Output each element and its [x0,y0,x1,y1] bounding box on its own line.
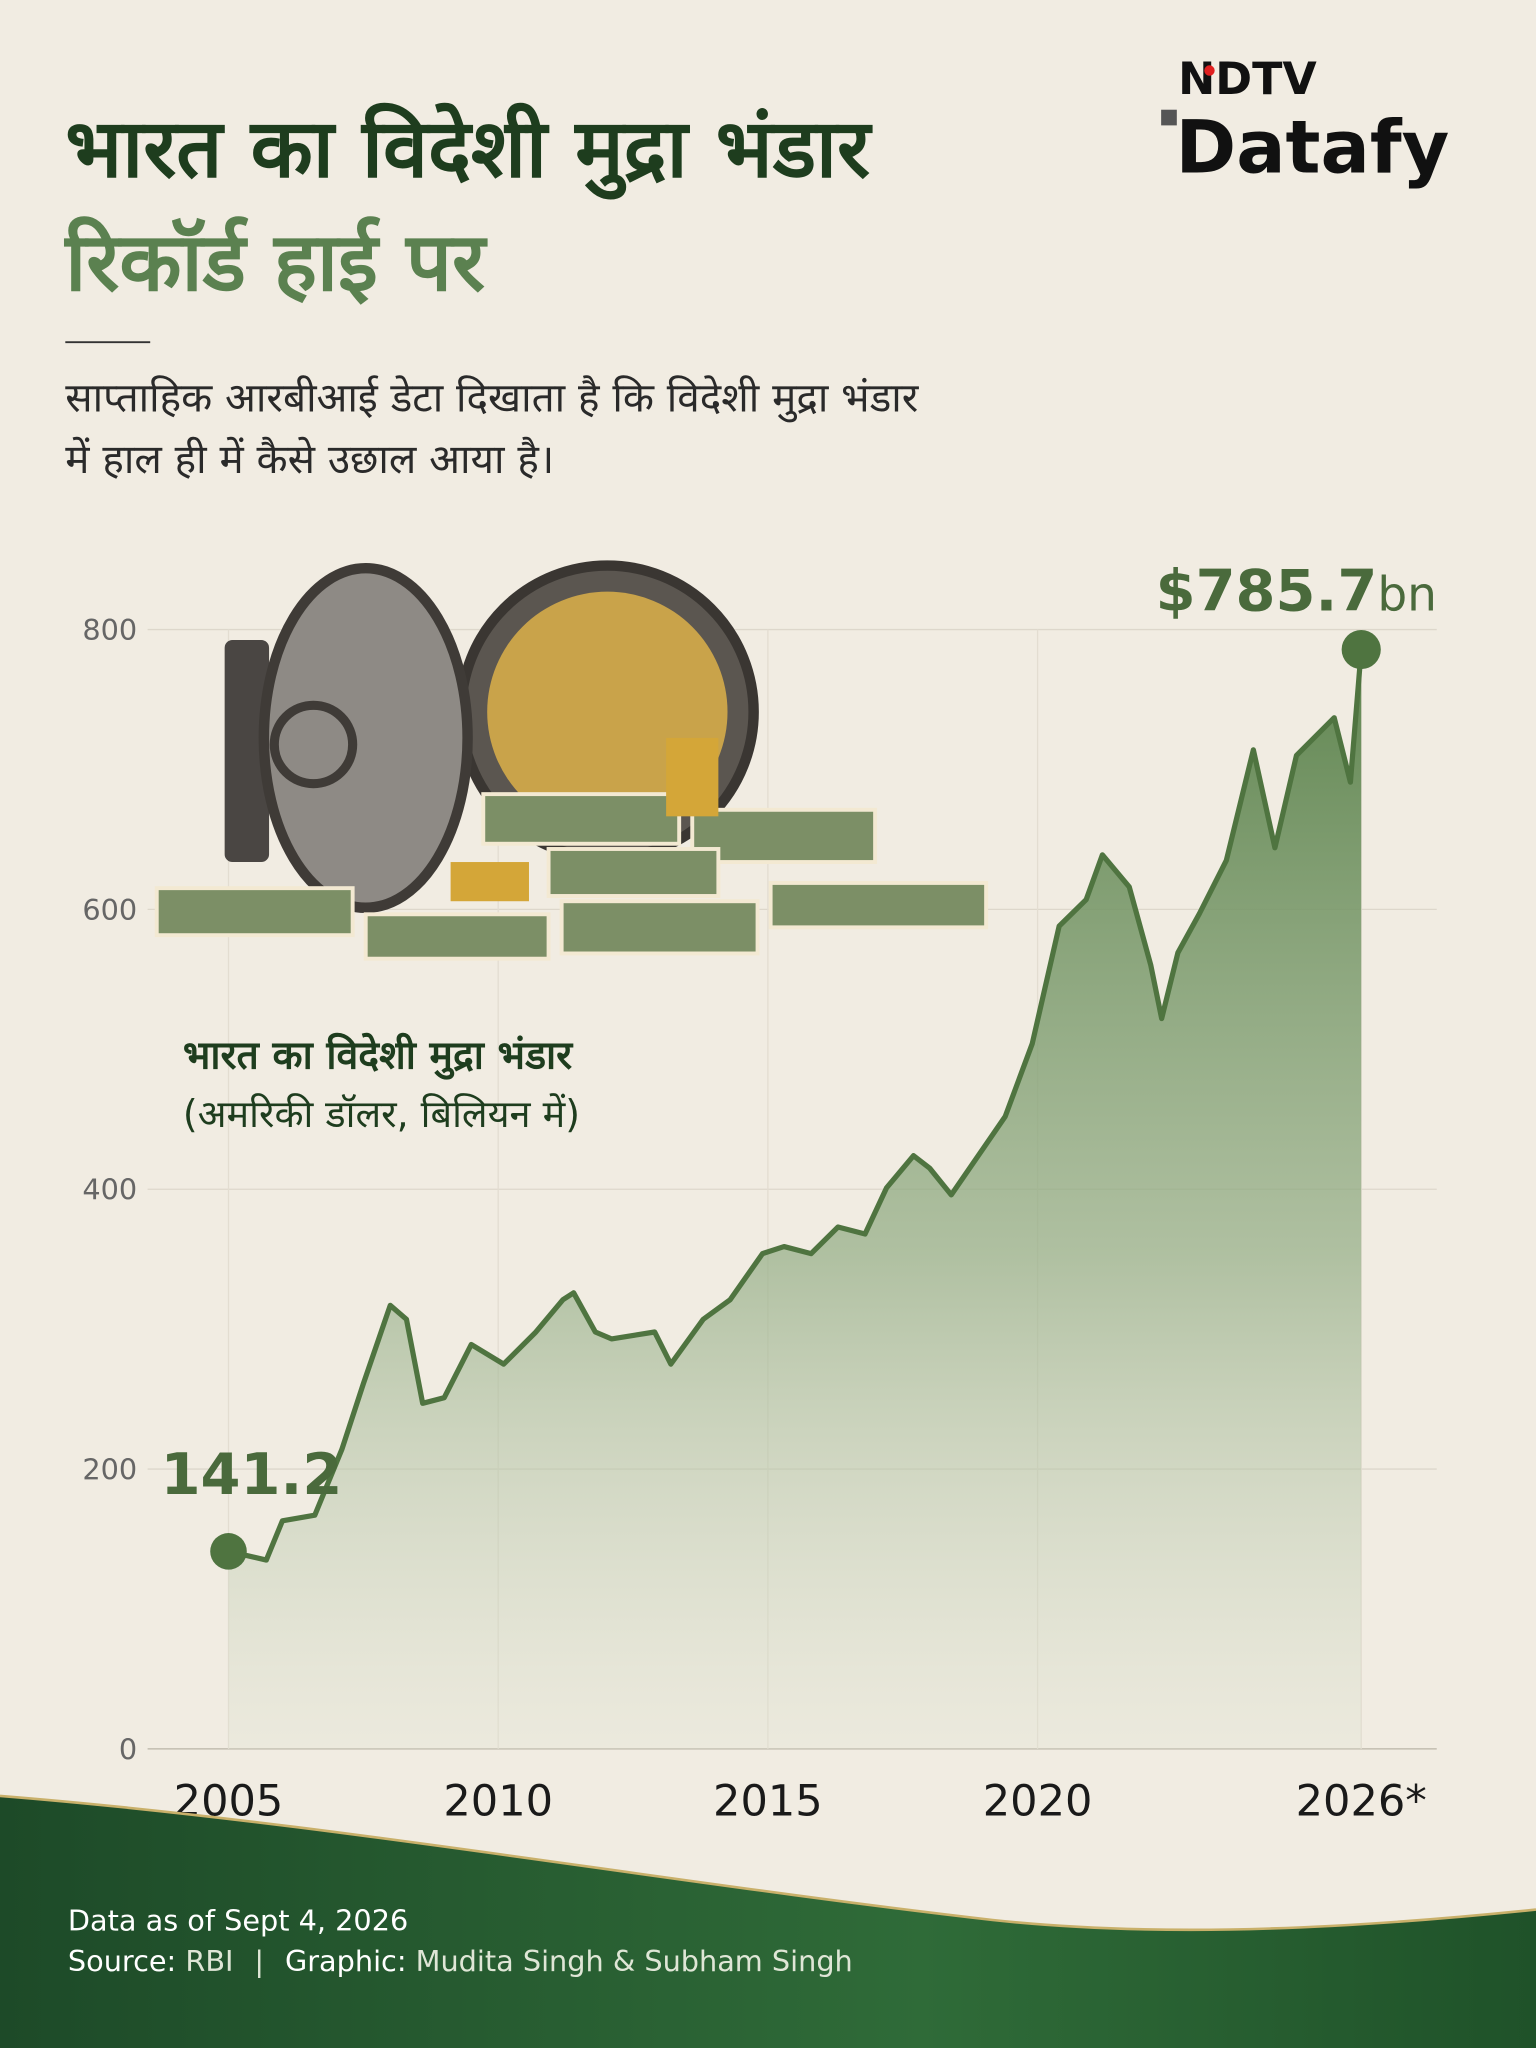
x-tick-label: 2015 [713,1777,823,1827]
unit-label: (अमरिकी डॉलर, बिलियन में) [183,1092,580,1136]
vault-illustration [154,560,989,961]
title-line2: रिकॉर्ड हाई पर [63,216,488,310]
footer-note: Data as of Sept 4, 2026 [68,1903,408,1937]
area [228,649,1362,1749]
x-tick-label: 2010 [443,1777,553,1827]
cash-stack [690,807,878,864]
y-tick-label: 600 [82,893,137,927]
series-label: भारत का विदेशी मुद्रा भंडार [183,1032,574,1080]
y-tick-label: 800 [82,613,137,647]
x-tick-label: 2020 [983,1777,1093,1827]
gold-bar [666,737,719,817]
cash-stack [363,912,551,961]
gold-bar [450,862,529,902]
end-point [1341,629,1381,670]
logo-top: NDTV [1178,54,1317,105]
graphic: Mudita Singh & Subham Singh [416,1944,853,1978]
separator: | [254,1944,264,1978]
subtitle: में हाल ही में कैसे उछाल आया है। [65,435,554,483]
cash-stack [559,899,760,956]
vault-wheel [269,700,358,789]
y-tick-label: 200 [82,1453,137,1487]
footer-wave-edge [0,1794,1536,1932]
cash-stack [768,880,989,930]
footer-wave [0,1795,1536,2048]
end-label: $785.7bn [1156,557,1437,624]
logo-dot [1161,109,1177,126]
vault-hinge [224,640,270,863]
logo-red-dot [1204,65,1215,76]
logo-bottom: Datafy [1176,105,1450,190]
end-label-value: $785.7 [1156,557,1378,624]
vault-door [258,562,473,913]
cash-stack [481,792,682,846]
y-tick-label: 400 [82,1173,137,1207]
x-tick-label: 2026* [1296,1777,1427,1827]
start-label: 141.2 [161,1441,343,1508]
start-point [210,1533,247,1570]
end-label-unit: bn [1377,567,1437,622]
subtitle: साप्ताहिक आरबीआई डेटा दिखाता है कि विदेश… [65,373,919,422]
cash-stack [546,847,721,898]
title: भारत का विदेशी मुद्रा भंडार [65,102,873,199]
line [227,649,1364,1563]
y-tick-label: 0 [119,1732,137,1766]
source-key: Source: [68,1944,176,1978]
footer-credits: Source: RBI | Graphic: Mudita Singh & Subh… [68,1944,853,1978]
source: RBI [185,1944,233,1978]
cash-stack [154,886,355,938]
graphic-key: Graphic: [285,1944,407,1978]
